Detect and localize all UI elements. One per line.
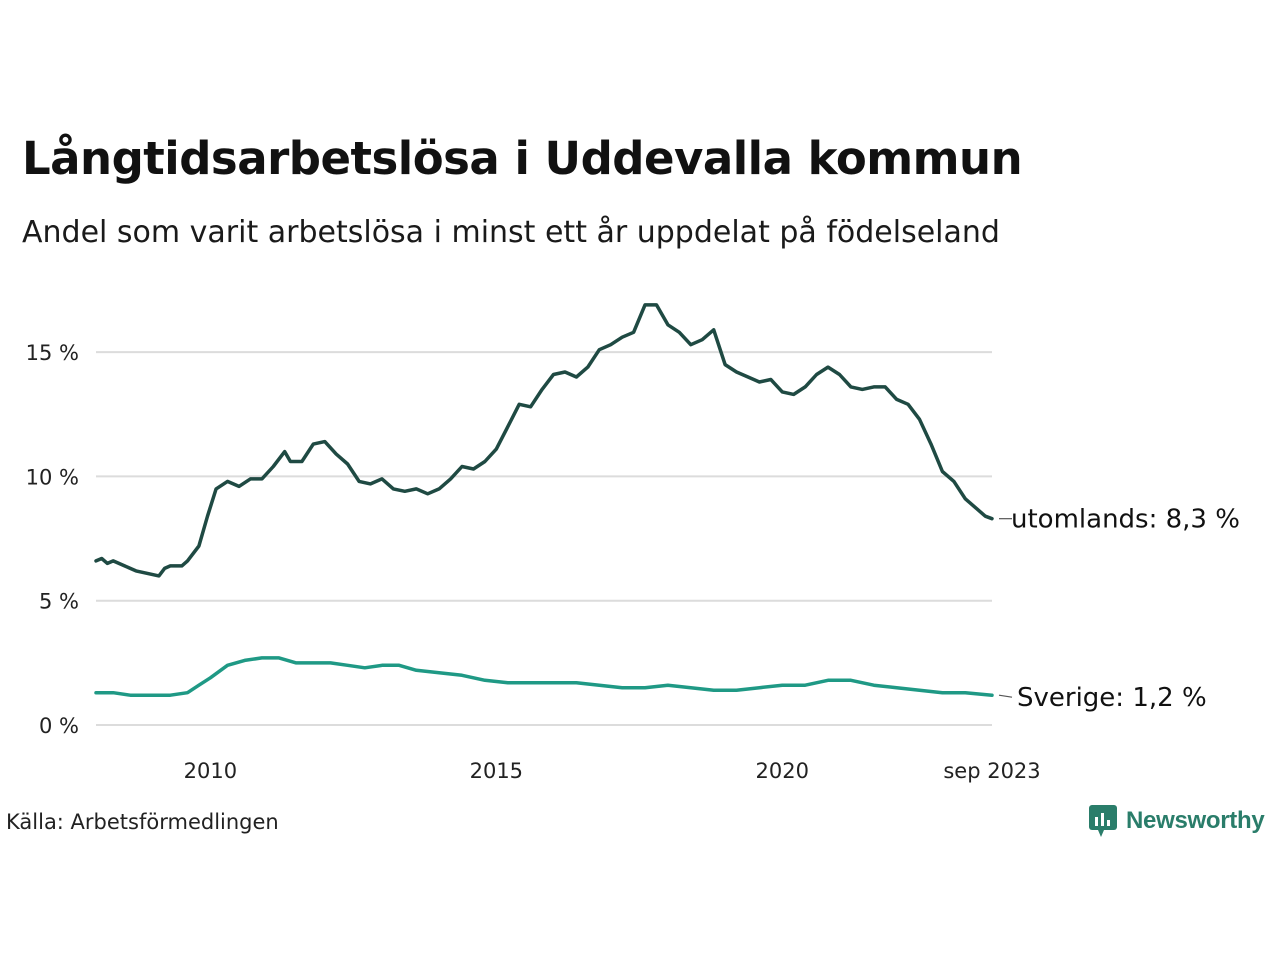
x-tick-label: 2010 [184, 759, 237, 783]
brand-name: Newsworthy [1126, 807, 1265, 834]
source-note: Källa: Arbetsförmedlingen [6, 810, 279, 834]
series-lines [94, 303, 994, 697]
newsworthy-logo-icon [1089, 805, 1117, 837]
y-tick-label: 5 % [39, 590, 79, 614]
x-tick-label: sep 2023 [943, 759, 1040, 783]
series-end-label-sverige: Sverige: 1,2 % [1017, 683, 1207, 713]
series-line-utomlands [94, 303, 994, 578]
y-tick-label: 10 % [26, 465, 79, 489]
y-axis-tick-labels: 0 % 5 % 10 % 15 % [26, 341, 79, 738]
series-end-label-utomlands: utomlands: 8,3 % [1011, 505, 1240, 535]
brand-logo: Newsworthy [1088, 803, 1265, 839]
x-tick-label: 2015 [470, 759, 523, 783]
x-axis-tick-labels: 2010 2015 2020 sep 2023 [184, 759, 1041, 783]
chart-title: Långtidsarbetslösa i Uddevalla kommun [22, 132, 1023, 185]
series-line-sverige [94, 656, 994, 697]
x-tick-label: 2020 [756, 759, 809, 783]
label-leader-line [998, 694, 1013, 698]
chart-subtitle: Andel som varit arbetslösa i minst ett å… [22, 215, 1000, 250]
series-end-labels: utomlands: 8,3 % Sverige: 1,2 % [998, 505, 1240, 713]
gridlines [96, 351, 992, 726]
y-tick-label: 15 % [26, 341, 79, 365]
y-tick-label: 0 % [39, 714, 79, 738]
